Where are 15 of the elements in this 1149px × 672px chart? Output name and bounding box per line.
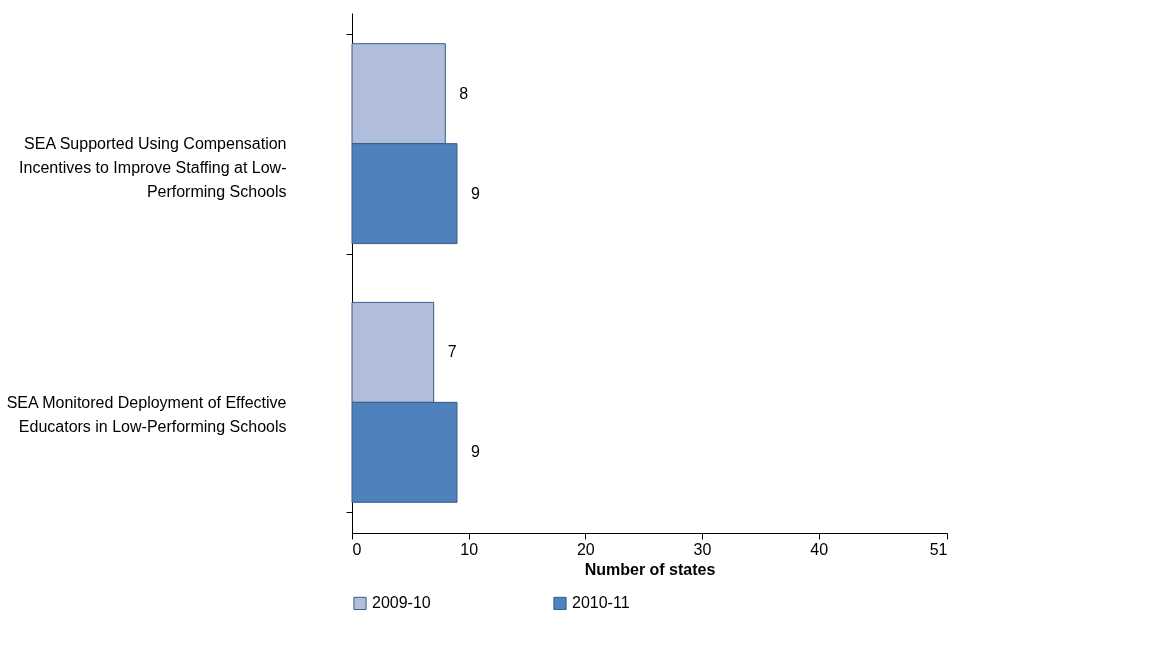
x-tick-label: 40 [810, 540, 829, 558]
x-tick-label: 30 [693, 540, 712, 558]
x-tick-label: 0 [352, 540, 362, 558]
x-tick-label: 10 [460, 540, 479, 558]
y-tick-label: SEA Supported Using Compensation Incentives to Improve Staffing at Low-Performing Schools [19, 135, 287, 201]
legend-label: 2009-10 [372, 594, 431, 612]
data-label: 7 [447, 343, 457, 361]
data-label: 8 [459, 84, 469, 102]
x-tick-label: 20 [576, 540, 595, 558]
y-tick-label: SEA Monitored Deployment of Effective Educators in Low-Performing Schools [6, 393, 287, 435]
data-label: 9 [471, 184, 480, 202]
legend-label: 2010-11 [572, 594, 630, 612]
x-tick-label: 51 [929, 540, 948, 558]
x-axis-title: Number of states [584, 560, 716, 578]
data-label: 9 [471, 443, 480, 461]
